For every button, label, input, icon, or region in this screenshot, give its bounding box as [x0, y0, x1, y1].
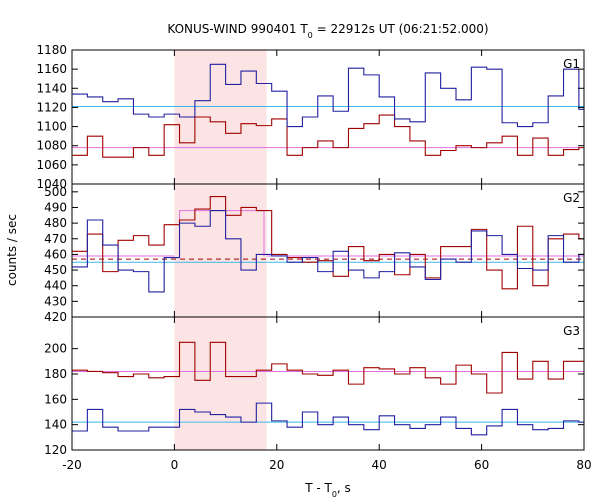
y-tick-label: 440: [44, 279, 67, 293]
y-tick-label: 430: [44, 294, 67, 308]
y-tick-label: 460: [44, 247, 67, 261]
x-tick-label: 0: [171, 458, 179, 472]
y-tick-label: 470: [44, 232, 67, 246]
y-axis-label: counts / sec: [5, 214, 19, 286]
panel-label: G1: [563, 57, 580, 71]
chart-panels: 1040 1060 1080 1100 1120 1140 1160 1180 G1 420 430…: [36, 43, 591, 472]
panel-g3: 120 140 160 180 200 G3: [44, 316, 585, 457]
x-axis-label-sub: 0: [332, 490, 337, 499]
series-2-histogram: [72, 402, 585, 436]
panel-label: G3: [563, 324, 580, 338]
series-2-histogram: [72, 210, 585, 293]
x-tick-label: 20: [269, 458, 284, 472]
panel-label: G2: [563, 191, 580, 205]
y-tick-label: 490: [44, 200, 67, 214]
series-1-histogram: [72, 341, 585, 394]
y-tick-label: 1060: [36, 158, 67, 172]
y-tick-label: 200: [44, 342, 67, 356]
y-tick-label: 500: [44, 185, 67, 199]
series-1-histogram: [72, 114, 584, 158]
y-tick-label: 1100: [36, 120, 67, 134]
y-tick-label: 1140: [36, 81, 67, 95]
y-tick-label: 420: [44, 310, 67, 324]
shaded-interval: [174, 184, 267, 317]
chart-title: KONUS-WIND 990401 T0 = 22912s UT (06:21:…: [167, 22, 488, 40]
y-tick-label: 120: [44, 443, 67, 457]
y-tick-label: 1040: [36, 177, 67, 191]
x-axis-label: T - T0, s: [304, 481, 351, 499]
x-tick-label: -20: [62, 458, 82, 472]
panel-frame: [71, 183, 585, 318]
y-tick-label: 160: [44, 392, 67, 406]
y-tick-label: 1160: [36, 62, 67, 76]
y-tick-label: 1180: [36, 43, 67, 57]
series-2-histogram: [72, 63, 585, 128]
x-tick-label: 80: [576, 458, 591, 472]
x-tick-label: 40: [372, 458, 387, 472]
y-tick-label: 1120: [36, 100, 67, 114]
y-tick-label: 480: [44, 216, 67, 230]
y-tick-label: 140: [44, 418, 67, 432]
x-tick-label: 60: [474, 458, 489, 472]
y-tick-label: 450: [44, 263, 67, 277]
panel-frame: [71, 316, 585, 451]
chart-title-sub: 0: [308, 31, 313, 40]
shaded-interval: [174, 317, 267, 450]
panel-g1: 1040 1060 1080 1100 1120 1140 1160 1180 G1: [36, 43, 585, 191]
y-tick-label: 180: [44, 367, 67, 381]
y-tick-label: 1080: [36, 139, 67, 153]
